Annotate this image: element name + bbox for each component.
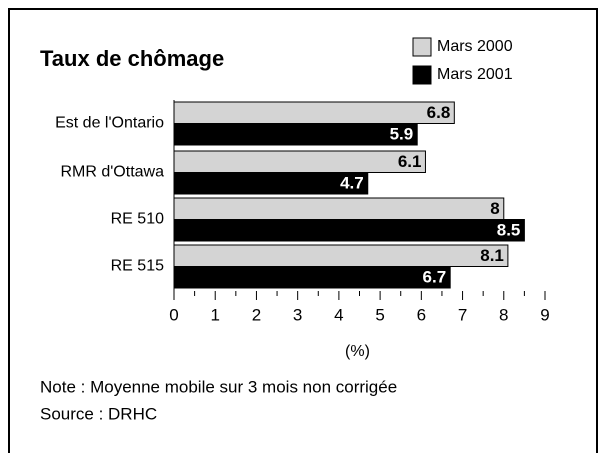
x-tick-label: 7: [458, 305, 467, 324]
x-tick-label: 3: [293, 305, 302, 324]
value-label: 6.7: [423, 268, 447, 287]
x-tick-label: 2: [252, 305, 261, 324]
value-label: 5.9: [390, 125, 414, 144]
x-tick-label: 5: [375, 305, 384, 324]
bar: [173, 150, 426, 173]
x-tick-label: 0: [169, 305, 178, 324]
bar: [173, 123, 418, 146]
bar: [173, 266, 451, 289]
bar: [173, 172, 369, 195]
value-label: 6.1: [398, 152, 422, 171]
chart-title: Taux de chômage: [40, 46, 224, 71]
bar: [173, 219, 525, 242]
bar: [173, 244, 509, 267]
value-label: 8: [490, 199, 499, 218]
legend-swatch: [412, 65, 432, 85]
note: Note : Moyenne mobile sur 3 mois non cor…: [40, 377, 397, 396]
y-tick-label: RE 510: [111, 211, 164, 228]
x-axis-label: (%): [345, 343, 370, 360]
value-label: 6.8: [427, 103, 451, 122]
bar: [173, 197, 505, 220]
legend-swatch: [412, 37, 432, 57]
value-label: 8.1: [480, 246, 504, 265]
legend-label: Mars 2001: [437, 66, 513, 83]
x-tick-label: 9: [540, 305, 549, 324]
x-tick-label: 1: [210, 305, 219, 324]
legend-label: Mars 2000: [437, 38, 513, 55]
y-tick-label: RE 515: [111, 258, 164, 275]
x-tick-label: 6: [417, 305, 426, 324]
x-tick-label: 4: [334, 305, 343, 324]
frame: [8, 8, 598, 453]
value-label: 8.5: [497, 221, 521, 240]
x-tick-label: 8: [499, 305, 508, 324]
note: Source : DRHC: [40, 404, 157, 423]
y-tick-label: RMR d'Ottawa: [60, 164, 164, 181]
bar: [173, 101, 455, 124]
y-tick-label: Est de l'Ontario: [55, 115, 164, 132]
value-label: 4.7: [340, 174, 364, 193]
